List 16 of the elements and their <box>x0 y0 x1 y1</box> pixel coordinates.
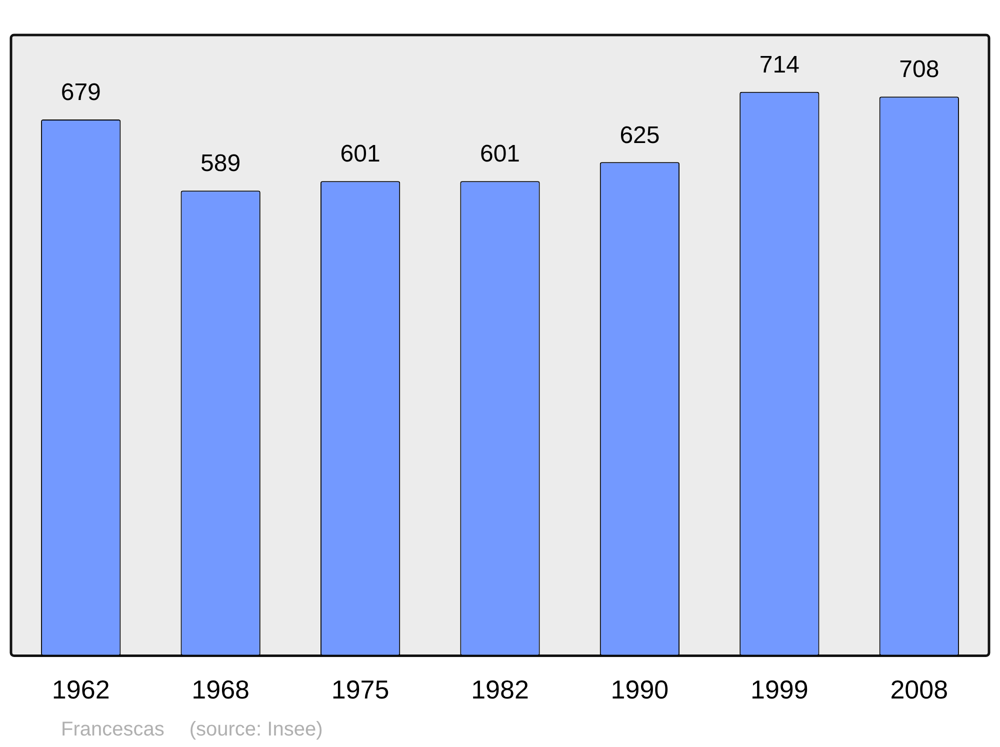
x-tick-label: 1962 <box>52 674 110 705</box>
x-tick-label: 1968 <box>192 674 250 705</box>
text: Francescas <box>61 718 164 741</box>
data-label: 601 <box>480 140 520 168</box>
text: (source: Insee) <box>189 718 323 741</box>
x-tick-label: 1999 <box>750 674 808 705</box>
x-tick-label: 2008 <box>890 674 948 705</box>
data-label: 714 <box>759 51 800 78</box>
data-label: 589 <box>200 150 241 178</box>
data-label: 708 <box>899 56 940 84</box>
data-label: 679 <box>60 79 101 106</box>
x-tick-label: 1990 <box>610 674 669 705</box>
x-tick-label: 1982 <box>471 674 529 705</box>
x-tick-label: 1975 <box>331 674 390 705</box>
data-label: 601 <box>340 140 380 168</box>
data-label: 625 <box>620 122 660 149</box>
